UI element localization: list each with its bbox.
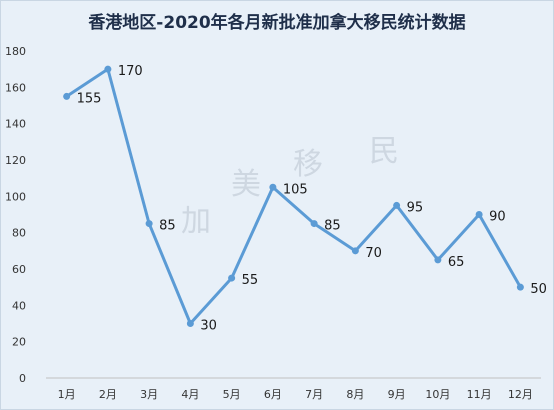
data-point [63, 92, 71, 100]
data-point [186, 320, 194, 327]
y-tick-label: 180 [5, 45, 26, 58]
data-label: 105 [283, 182, 308, 197]
data-label: 90 [489, 210, 506, 225]
watermark-char: 移 [293, 147, 323, 182]
data-point [104, 65, 112, 73]
data-label: 85 [159, 219, 176, 234]
y-tick-label: 20 [12, 336, 26, 349]
x-tick-label: 10月 [425, 388, 450, 401]
y-tick-label: 60 [12, 263, 26, 276]
watermark-char: 加 [181, 204, 211, 239]
data-label: 55 [242, 273, 259, 288]
x-tick-label: 2月 [99, 388, 117, 401]
data-label: 85 [324, 219, 341, 234]
y-tick-label: 120 [5, 154, 26, 167]
data-label: 70 [365, 246, 382, 261]
data-point [393, 201, 401, 209]
watermark: 加美移 民 [181, 134, 399, 239]
x-tick-label: 3月 [140, 388, 158, 401]
data-point [516, 283, 524, 291]
watermark-char: 美 [231, 167, 261, 202]
data-point [269, 183, 277, 191]
series-layer: 155 170 85 30 55 105 85 70 95 65 90 50 [63, 64, 547, 334]
x-tick-label: 1月 [58, 388, 76, 401]
y-tick-label: 140 [5, 118, 26, 131]
series-line [65, 67, 522, 325]
x-tick-label: 6月 [264, 388, 282, 401]
y-axis: 0 20 40 60 80 100 120 140 160 180 [5, 45, 26, 385]
x-tick-label: 7月 [305, 388, 323, 401]
data-point [434, 256, 442, 264]
data-point [228, 274, 236, 282]
y-tick-label: 100 [5, 190, 26, 203]
data-point [475, 211, 483, 218]
y-tick-label: 80 [12, 227, 26, 240]
watermark-char: 民 [369, 134, 399, 169]
x-axis: 1月 2月 3月 4月 5月 6月 7月 8月 9月 10月 11月 12月 [46, 377, 541, 401]
chart-title: 香港地区-2020年各月新批准加拿大移民统计数据 [88, 13, 466, 33]
data-label: 50 [530, 282, 547, 297]
x-tick-label: 4月 [181, 388, 199, 401]
data-label: 65 [448, 255, 465, 270]
data-label: 30 [200, 319, 217, 334]
y-tick-label: 160 [5, 81, 26, 94]
x-tick-label: 8月 [346, 388, 364, 401]
x-tick-label: 5月 [223, 388, 241, 401]
x-tick-label: 12月 [508, 388, 533, 401]
data-point [145, 220, 153, 228]
y-tick-label: 0 [19, 372, 26, 385]
data-label: 155 [77, 91, 102, 106]
data-label: 95 [407, 200, 424, 215]
data-point [310, 220, 318, 228]
y-tick-label: 40 [12, 299, 26, 312]
data-point [351, 247, 359, 255]
data-label: 170 [118, 64, 143, 79]
x-tick-label: 9月 [388, 388, 406, 401]
x-tick-label: 11月 [467, 388, 492, 401]
